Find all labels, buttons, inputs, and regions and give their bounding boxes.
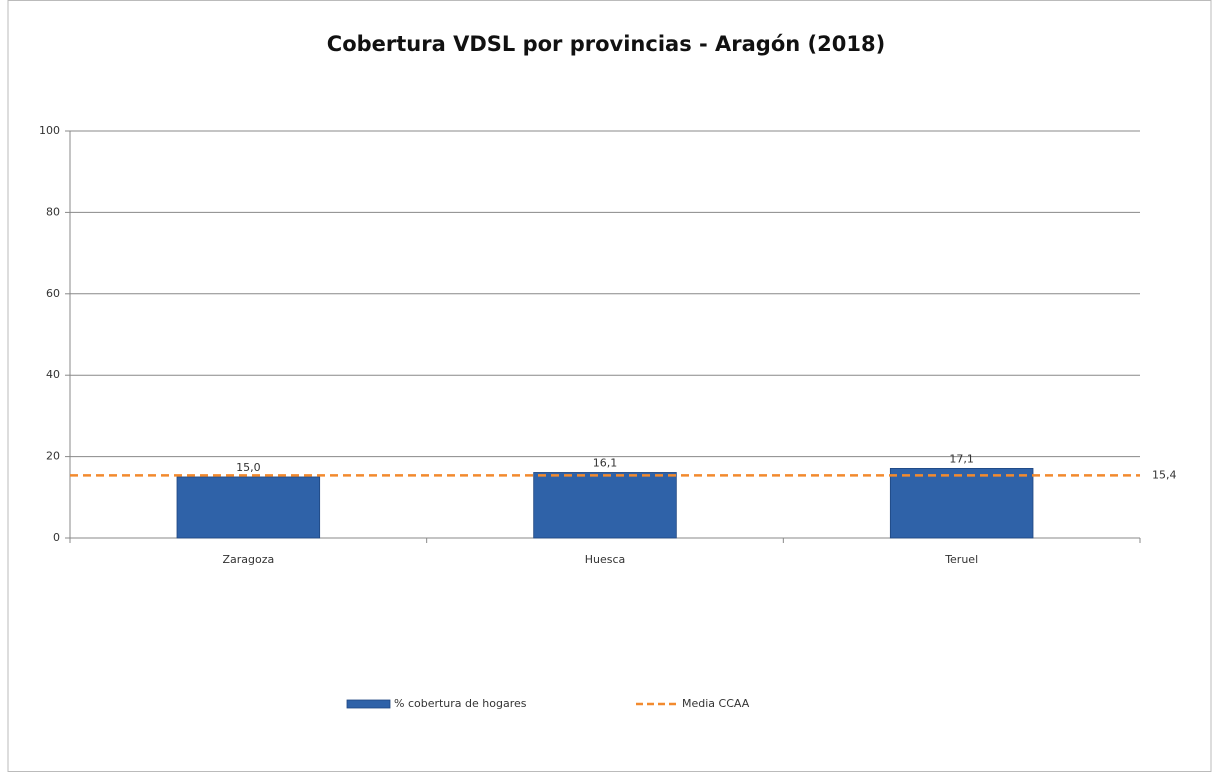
legend-label: % cobertura de hogares (394, 697, 527, 710)
x-tick-label: Zaragoza (222, 553, 274, 566)
value-label: 17,1 (949, 452, 974, 465)
y-tick-label: 20 (46, 450, 60, 463)
chart-frame (7, 0, 1212, 772)
value-label: 15,0 (236, 461, 261, 474)
y-tick-label: 100 (39, 124, 60, 137)
bar (176, 476, 321, 539)
bar (889, 468, 1034, 539)
x-tick-label: Huesca (585, 553, 626, 566)
y-tick-label: 0 (53, 531, 60, 544)
legend-label: Media CCAA (682, 697, 750, 710)
x-tick-label: Teruel (944, 553, 978, 566)
legend-swatch (346, 699, 391, 709)
chart-title: Cobertura VDSL por provincias - Aragón (… (327, 32, 885, 56)
bar (533, 472, 677, 539)
y-tick-label: 80 (46, 205, 60, 218)
reference-label: 15,4 (1152, 468, 1177, 481)
value-label: 16,1 (593, 456, 618, 469)
y-tick-label: 60 (46, 287, 60, 300)
y-tick-label: 40 (46, 368, 60, 381)
